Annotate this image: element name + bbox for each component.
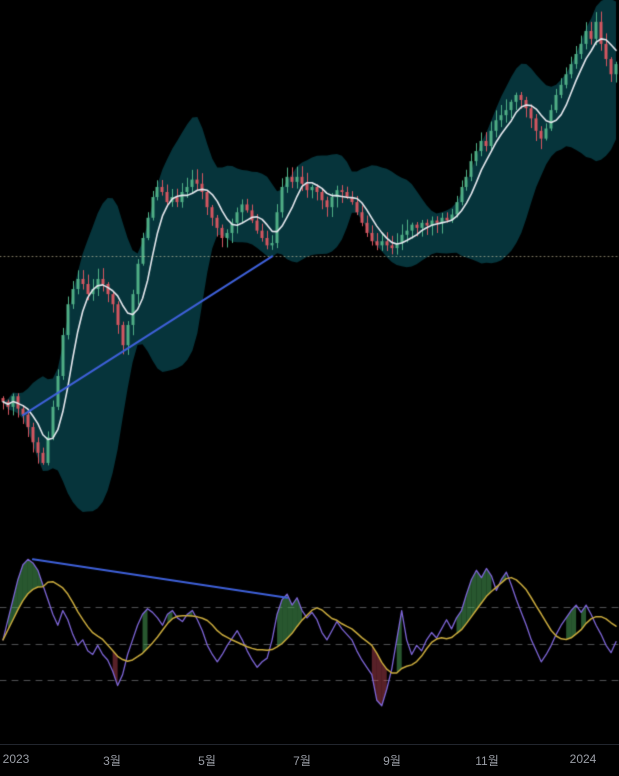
time-axis[interactable]: 2023 3월 5월 7월 9월 11월 2024 bbox=[0, 744, 619, 776]
axis-label-may: 5월 bbox=[198, 754, 216, 768]
axis-label-sep: 9월 bbox=[383, 754, 401, 768]
axis-label-jul: 7월 bbox=[293, 754, 311, 768]
price-and-oscillator-canvas[interactable] bbox=[0, 0, 619, 744]
axis-label-2024: 2024 bbox=[569, 752, 597, 766]
axis-label-mar: 3월 bbox=[103, 754, 121, 768]
axis-label-2023: 2023 bbox=[2, 752, 30, 766]
axis-label-nov: 11월 bbox=[475, 754, 499, 768]
